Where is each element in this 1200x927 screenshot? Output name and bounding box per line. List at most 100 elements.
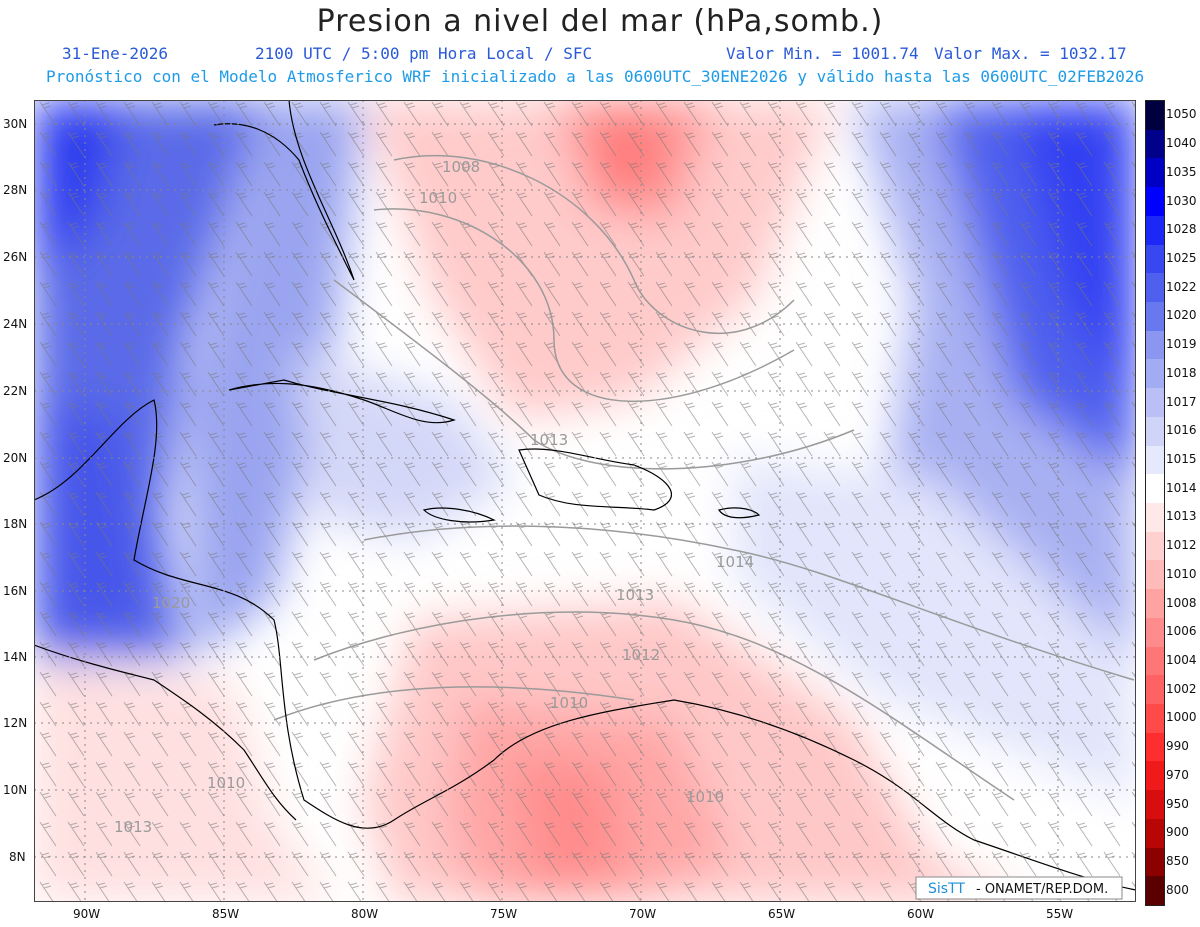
contour-label: 1010 — [550, 694, 588, 712]
colorbar-swatch — [1146, 129, 1164, 159]
credit-text: - ONAMET/REP.DOM. — [976, 882, 1108, 897]
colorbar-swatch — [1146, 388, 1164, 418]
coastlines — [34, 100, 1136, 891]
colorbar-label: 1040 — [1166, 136, 1197, 151]
colorbar-swatch — [1146, 818, 1164, 849]
colorbar-swatch — [1146, 215, 1164, 246]
colorbar-label: 1004 — [1166, 652, 1197, 667]
model-info: Pronóstico con el Modelo Atmosferico WRF… — [46, 67, 1145, 86]
colorbar-swatch — [1146, 445, 1164, 475]
pressure-colorbar — [1145, 100, 1165, 906]
contour-label: 1010 — [207, 774, 245, 792]
colorbar-label: 1050 — [1166, 107, 1197, 122]
colorbar-swatch — [1146, 244, 1164, 274]
colorbar-swatch — [1146, 330, 1164, 360]
credit-brand: SisTT — [928, 881, 965, 897]
lat-label: 30N — [3, 117, 28, 131]
lon-label: 60W — [907, 907, 935, 921]
colorbar-label: 1035 — [1166, 164, 1197, 179]
lat-label: 10N — [3, 783, 28, 797]
colorbar-label: 1019 — [1166, 337, 1197, 352]
lat-label: 16N — [3, 584, 28, 598]
graticule — [34, 100, 1136, 902]
colorbar-label: 1010 — [1166, 566, 1197, 581]
colorbar-swatch — [1146, 158, 1164, 188]
contour-label: 1008 — [442, 158, 480, 176]
lon-label: 75W — [490, 907, 518, 921]
colorbar-swatch — [1146, 101, 1164, 131]
contour-label: 1013 — [616, 586, 654, 604]
colorbar-label: 1022 — [1166, 279, 1197, 294]
min-value: Valor Min. = 1001.74 — [726, 44, 919, 63]
contour-label: 1020 — [152, 594, 190, 612]
pressure-map[interactable]: 1008 1010 1013 1014 1013 1012 1010 1010 … — [34, 100, 1136, 902]
colorbar-label: 1012 — [1166, 538, 1197, 553]
colorbar-swatch — [1146, 790, 1164, 820]
lat-label: 20N — [3, 451, 28, 465]
colorbar-label: 1020 — [1166, 308, 1197, 323]
colorbar-swatch — [1146, 589, 1164, 619]
colorbar-label: 1014 — [1166, 480, 1197, 495]
colorbar-label: 990 — [1166, 739, 1189, 754]
colorbar-label: 970 — [1166, 767, 1189, 782]
lat-label: 18N — [3, 517, 28, 531]
contour-label: 1010 — [686, 788, 724, 806]
colorbar-label: 1013 — [1166, 509, 1197, 524]
wind-barbs — [34, 100, 1136, 902]
contour-label: 1013 — [114, 818, 152, 836]
lat-label: 28N — [3, 183, 28, 197]
contour-label: 1010 — [419, 189, 457, 207]
colorbar-swatch — [1146, 560, 1164, 590]
contour-labels: 1008 1010 1013 1014 1013 1012 1010 1010 … — [114, 158, 754, 836]
lon-label: 55W — [1046, 907, 1074, 921]
forecast-date: 31-Ene-2026 — [62, 44, 168, 63]
lat-label: 22N — [3, 384, 28, 398]
colorbar-label: 950 — [1166, 796, 1189, 811]
lon-label: 85W — [212, 907, 240, 921]
colorbar-label: 850 — [1166, 853, 1189, 868]
colorbar-swatch — [1146, 359, 1164, 389]
colorbar-swatch — [1146, 646, 1164, 676]
colorbar-swatch — [1146, 187, 1164, 217]
colorbar-label: 1006 — [1166, 624, 1197, 639]
credit-box: SisTT - ONAMET/REP.DOM. — [915, 876, 1123, 900]
lat-label: 24N — [3, 317, 28, 331]
colorbar-swatch — [1146, 531, 1164, 561]
colorbar-swatch — [1146, 273, 1164, 303]
colorbar-swatch — [1146, 474, 1164, 504]
colorbar-swatch — [1146, 503, 1164, 533]
lon-label: 90W — [73, 907, 101, 921]
colorbar-swatch — [1146, 876, 1164, 906]
colorbar-label: 1000 — [1166, 710, 1197, 725]
colorbar-label: 800 — [1166, 882, 1189, 897]
max-value: Valor Max. = 1032.17 — [934, 44, 1127, 63]
map-frame — [34, 100, 1136, 902]
lat-label: 14N — [3, 650, 28, 664]
lon-label: 70W — [629, 907, 657, 921]
contour-label: 1012 — [622, 646, 660, 664]
colorbar-label: 1028 — [1166, 222, 1197, 237]
contour-label: 1014 — [716, 553, 754, 571]
lat-label: 26N — [3, 250, 28, 264]
colorbar-label: 900 — [1166, 825, 1189, 840]
colorbar-label: 1025 — [1166, 250, 1197, 265]
lon-label: 80W — [351, 907, 379, 921]
colorbar-swatch — [1146, 732, 1164, 762]
colorbar-swatch — [1146, 675, 1164, 705]
lat-label: 8N — [9, 850, 26, 864]
colorbar-label: 1030 — [1166, 193, 1197, 208]
colorbar-label: 1017 — [1166, 394, 1197, 409]
colorbar-label: 1015 — [1166, 451, 1197, 466]
colorbar-swatch — [1146, 761, 1164, 791]
colorbar-swatch — [1146, 617, 1164, 648]
colorbar-label: 1002 — [1166, 681, 1197, 696]
colorbar-label: 1016 — [1166, 423, 1197, 438]
colorbar-label: 1018 — [1166, 365, 1197, 380]
colorbar-swatch — [1146, 416, 1164, 447]
colorbar-swatch — [1146, 847, 1164, 877]
colorbar-label: 1008 — [1166, 595, 1197, 610]
isobars — [273, 154, 1135, 801]
map-title: Presion a nivel del mar (hPa,somb.) — [316, 4, 884, 39]
colorbar-swatch — [1146, 704, 1164, 734]
valid-time: 2100 UTC / 5:00 pm Hora Local / SFC — [255, 44, 593, 63]
